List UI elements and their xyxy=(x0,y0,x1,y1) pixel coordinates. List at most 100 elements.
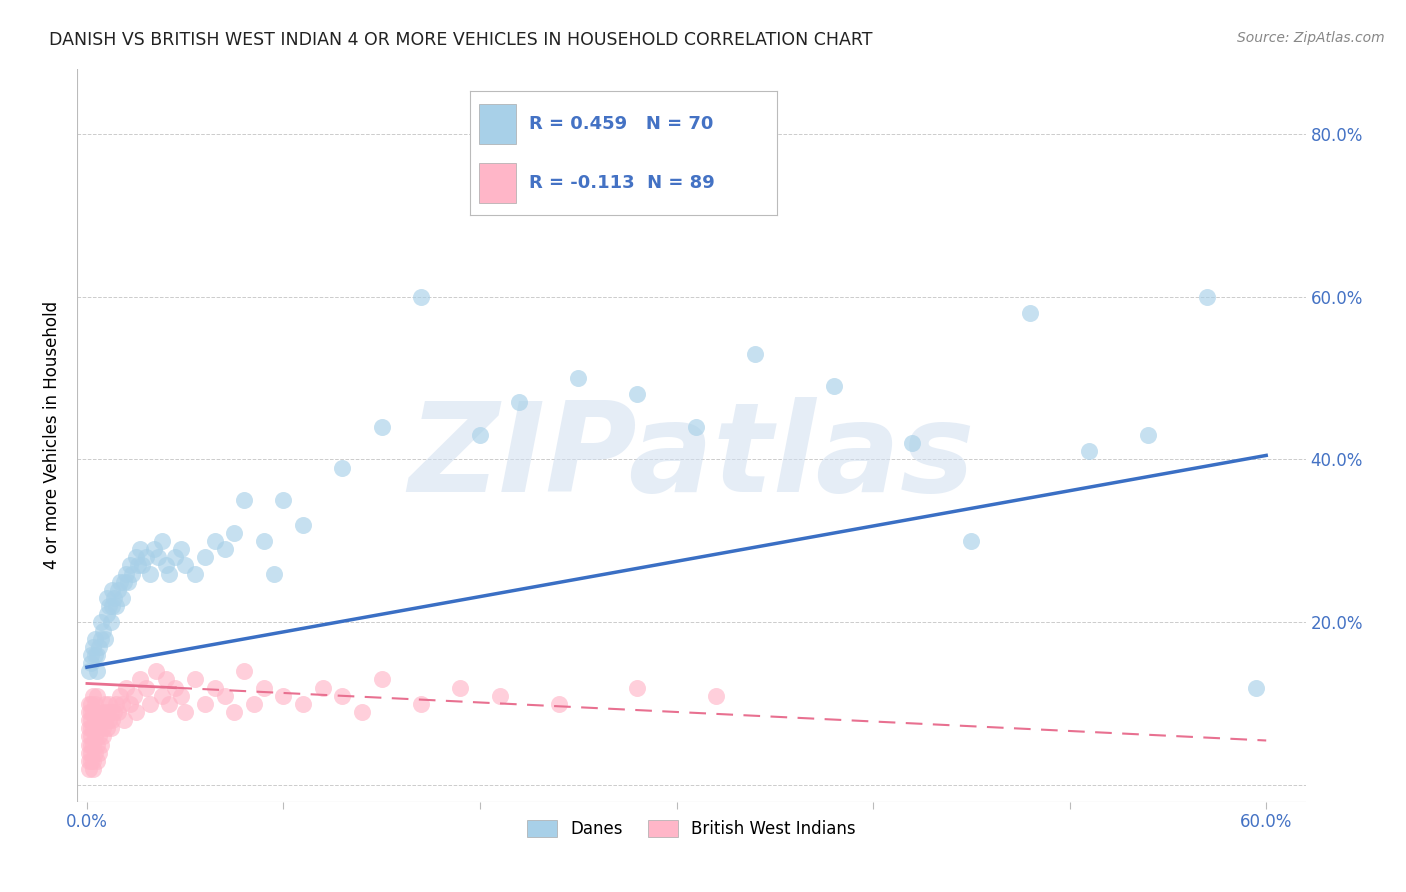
Point xyxy=(96,705,118,719)
Legend: Danes, British West Indians: Danes, British West Indians xyxy=(520,813,862,845)
Point xyxy=(352,705,374,719)
Point xyxy=(80,648,103,662)
Point xyxy=(100,615,122,630)
Point xyxy=(263,566,285,581)
Point xyxy=(224,705,246,719)
Point xyxy=(901,436,924,450)
Point xyxy=(115,566,138,581)
Point xyxy=(90,738,112,752)
Point xyxy=(371,420,394,434)
Point xyxy=(87,746,110,760)
Point xyxy=(184,673,207,687)
Point xyxy=(80,730,103,744)
Point xyxy=(110,574,132,589)
Point xyxy=(129,673,152,687)
Point xyxy=(91,721,114,735)
Point xyxy=(101,599,124,613)
Point xyxy=(77,730,100,744)
Point xyxy=(86,705,108,719)
Point xyxy=(155,673,177,687)
Point xyxy=(159,697,181,711)
Point xyxy=(155,558,177,573)
Point xyxy=(626,681,648,695)
Point xyxy=(150,689,173,703)
Point xyxy=(253,533,276,548)
Point xyxy=(174,705,197,719)
Point xyxy=(111,591,134,605)
Point xyxy=(105,599,128,613)
Point xyxy=(82,738,104,752)
Point xyxy=(112,574,135,589)
Point xyxy=(170,689,193,703)
Point xyxy=(101,713,124,727)
Point xyxy=(105,697,128,711)
Point xyxy=(170,542,193,557)
Point xyxy=(110,689,132,703)
Point xyxy=(409,697,432,711)
Point xyxy=(80,746,103,760)
Point xyxy=(332,689,354,703)
Point xyxy=(214,689,236,703)
Point xyxy=(97,697,120,711)
Point xyxy=(82,640,104,654)
Point xyxy=(86,754,108,768)
Point xyxy=(823,379,845,393)
Text: DANISH VS BRITISH WEST INDIAN 4 OR MORE VEHICLES IN HOUSEHOLD CORRELATION CHART: DANISH VS BRITISH WEST INDIAN 4 OR MORE … xyxy=(49,31,873,49)
Point xyxy=(120,697,142,711)
Point xyxy=(409,289,432,303)
Point xyxy=(112,713,135,727)
Point xyxy=(704,689,727,703)
Point xyxy=(82,721,104,735)
Point xyxy=(100,721,122,735)
Point xyxy=(125,705,148,719)
Point xyxy=(77,713,100,727)
Point xyxy=(204,533,226,548)
Y-axis label: 4 or more Vehicles in Household: 4 or more Vehicles in Household xyxy=(44,301,60,569)
Point xyxy=(86,665,108,679)
Point xyxy=(685,420,707,434)
Point xyxy=(214,542,236,557)
Point xyxy=(77,738,100,752)
Point xyxy=(91,624,114,638)
Point xyxy=(77,746,100,760)
Point xyxy=(86,738,108,752)
Point xyxy=(93,713,115,727)
Point xyxy=(146,550,169,565)
Point xyxy=(83,746,105,760)
Point xyxy=(82,754,104,768)
Point xyxy=(83,648,105,662)
Point xyxy=(87,713,110,727)
Point xyxy=(111,697,134,711)
Point xyxy=(77,762,100,776)
Point xyxy=(135,681,157,695)
Point xyxy=(91,730,114,744)
Point xyxy=(273,493,295,508)
Text: ZIPatlas: ZIPatlas xyxy=(408,397,974,517)
Point xyxy=(131,558,153,573)
Point xyxy=(332,460,354,475)
Point xyxy=(115,681,138,695)
Point xyxy=(90,615,112,630)
Point xyxy=(77,721,100,735)
Point xyxy=(567,371,589,385)
Point xyxy=(80,656,103,670)
Point xyxy=(82,705,104,719)
Point xyxy=(468,428,491,442)
Point xyxy=(80,754,103,768)
Point xyxy=(100,705,122,719)
Point xyxy=(107,705,129,719)
Point xyxy=(243,697,266,711)
Point xyxy=(77,697,100,711)
Point xyxy=(103,705,125,719)
Point xyxy=(1137,428,1160,442)
Point xyxy=(292,697,315,711)
Point xyxy=(312,681,335,695)
Point xyxy=(82,762,104,776)
Point xyxy=(273,689,295,703)
Point xyxy=(129,542,152,557)
Point xyxy=(77,665,100,679)
Point xyxy=(142,542,165,557)
Point xyxy=(86,689,108,703)
Point xyxy=(80,721,103,735)
Point xyxy=(139,566,162,581)
